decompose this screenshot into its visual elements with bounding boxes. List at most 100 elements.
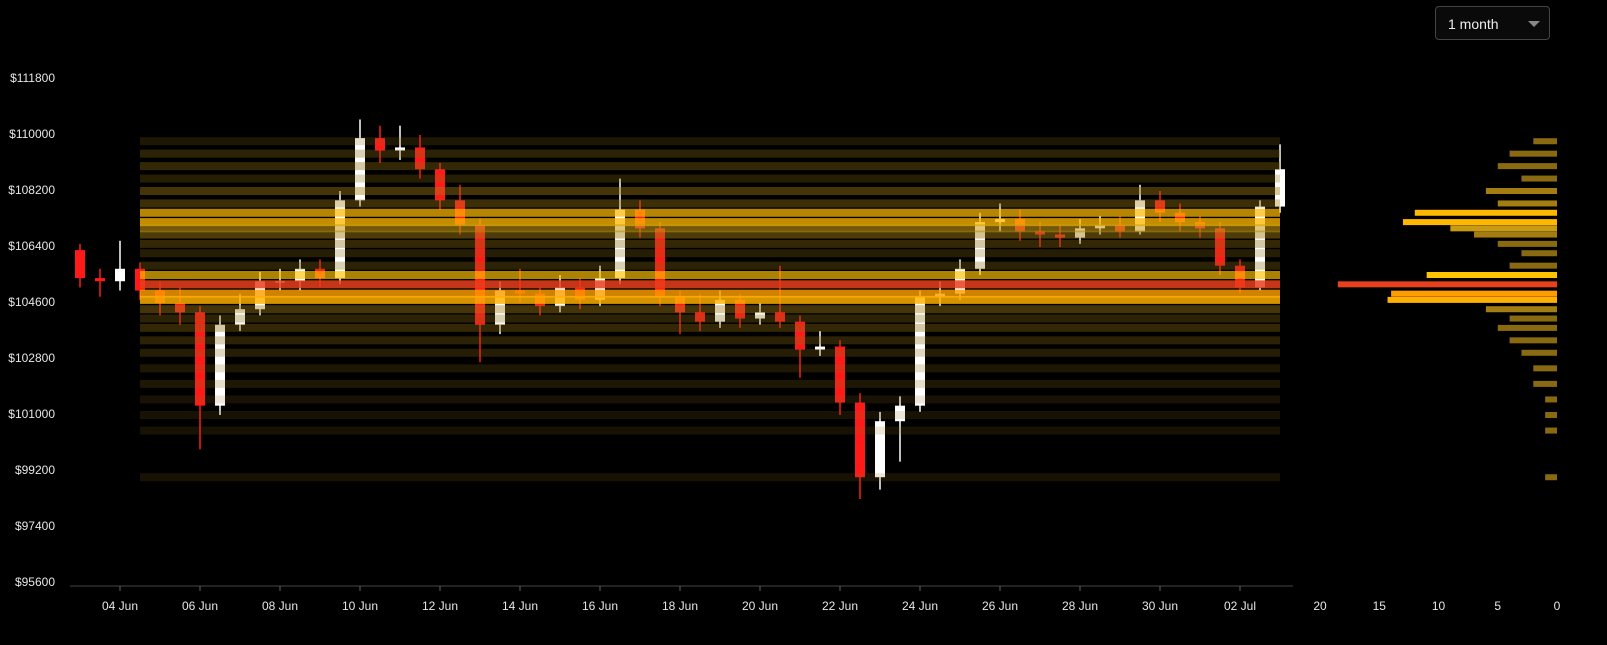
depth-bar	[1521, 175, 1557, 182]
depth-bar	[1485, 306, 1557, 313]
candle-body	[355, 138, 365, 201]
heatmap-row	[140, 271, 1280, 279]
x-tick-label: 06 Jun	[182, 599, 218, 613]
candle-body	[415, 147, 425, 170]
depth-bar	[1509, 315, 1557, 322]
range-dropdown[interactable]: 1 month	[1435, 6, 1550, 40]
candle-body	[115, 268, 125, 282]
depth-bar	[1509, 337, 1557, 344]
range-label: 1 month	[1448, 16, 1499, 32]
candle-body	[1215, 228, 1225, 266]
heatmap-row	[140, 174, 1280, 183]
x-tick-label: 04 Jun	[102, 599, 138, 613]
depth-bar	[1391, 290, 1557, 297]
candle-body	[1255, 206, 1265, 288]
candle-body	[855, 402, 865, 478]
heatmap-row	[140, 323, 1280, 332]
y-tick-label: $110000	[9, 127, 55, 141]
x-tick-label: 30 Jun	[1142, 599, 1178, 613]
candle-body	[915, 296, 925, 406]
depth-bar	[1533, 365, 1557, 372]
candle-body	[735, 299, 745, 319]
depth-bar	[1450, 225, 1557, 232]
depth-bar	[1402, 219, 1557, 226]
depth-bar	[1426, 272, 1557, 278]
y-tick-label: $108200	[8, 183, 55, 197]
heatmap-row	[140, 280, 1280, 289]
candle-body	[715, 299, 725, 322]
candle-body	[95, 278, 105, 282]
y-tick-label: $102800	[8, 351, 55, 365]
heatmap-row	[140, 364, 1280, 373]
y-tick-label: $111800	[10, 71, 55, 85]
heatmap-row	[140, 199, 1280, 208]
depth-bar	[1497, 240, 1557, 247]
candle-body	[695, 312, 705, 322]
heatmap-row	[140, 187, 1280, 195]
candle-body	[375, 138, 385, 151]
depth-bar	[1485, 188, 1557, 194]
depth-bar	[1337, 281, 1557, 288]
candle-body	[1035, 231, 1045, 235]
candle-body	[835, 346, 845, 403]
candle-body	[75, 250, 85, 279]
candle-body	[395, 147, 405, 151]
x-tick-label: 08 Jun	[262, 599, 298, 613]
candle-body	[175, 303, 185, 313]
depth-bar	[1521, 349, 1557, 356]
x-tick-label: 16 Jun	[582, 599, 618, 613]
candle-body	[775, 312, 785, 322]
heatmap-row	[140, 379, 1280, 388]
heatmap-row	[140, 289, 1280, 298]
candle-body	[1275, 169, 1285, 207]
heatmap-row	[140, 336, 1280, 345]
y-tick-label: $104600	[8, 295, 55, 309]
heatmap-row	[140, 208, 1280, 217]
heatmap-row	[140, 314, 1280, 323]
candle-body	[235, 309, 245, 325]
heatmap-row	[140, 239, 1280, 248]
depth-bar	[1545, 412, 1557, 418]
heatmap-row	[140, 162, 1280, 171]
candle-body	[1155, 200, 1165, 213]
heatmap-row	[140, 426, 1280, 435]
candle-body	[815, 346, 825, 350]
heatmap-row	[140, 473, 1280, 482]
depth-bar	[1474, 231, 1557, 238]
heatmap-row	[140, 218, 1280, 227]
candle-body	[875, 421, 885, 478]
depth-bar	[1533, 380, 1557, 387]
depth-bar	[1509, 150, 1557, 157]
x-tick-label: 14 Jun	[502, 599, 538, 613]
candle-body	[595, 278, 605, 300]
heatmap-row	[140, 395, 1280, 404]
candle-body	[1175, 212, 1185, 223]
depth-bar	[1414, 209, 1557, 216]
candle-body	[675, 296, 685, 313]
heatmap-row	[140, 411, 1280, 419]
depth-bar	[1497, 200, 1557, 207]
y-tick-label: $101000	[8, 407, 55, 421]
heatmap-row	[140, 230, 1280, 239]
x-tick-label: 20 Jun	[742, 599, 778, 613]
heatmap-row	[140, 249, 1280, 258]
candle-body	[335, 200, 345, 279]
heatmap-row	[140, 137, 1280, 146]
heatmap-row	[140, 348, 1280, 357]
candle-body	[135, 268, 145, 291]
candle-body	[495, 290, 505, 325]
x-tick-label: 10	[1432, 599, 1446, 613]
x-tick-label: 26 Jun	[982, 599, 1018, 613]
x-tick-label: 22 Jun	[822, 599, 858, 613]
depth-bar	[1545, 396, 1557, 403]
x-tick-label: 0	[1554, 599, 1561, 613]
y-tick-label: $106400	[8, 239, 55, 253]
candle-body	[1055, 234, 1065, 238]
candle-body	[615, 209, 625, 279]
heatmap-row	[140, 295, 1280, 304]
heatmap-row	[140, 224, 1280, 233]
y-tick-label: $95600	[15, 575, 55, 589]
y-tick-label: $97400	[15, 519, 55, 533]
